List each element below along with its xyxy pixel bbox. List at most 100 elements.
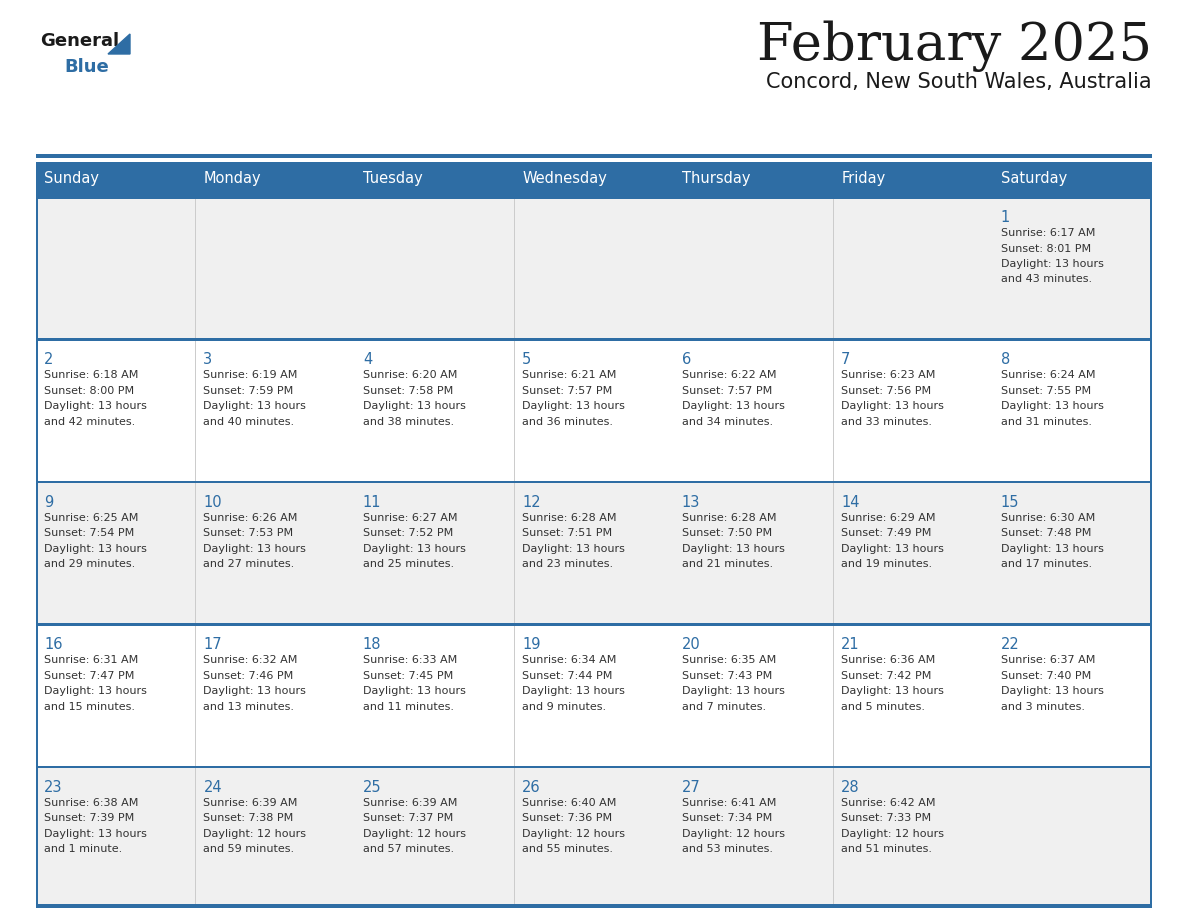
Text: Sunset: 8:01 PM: Sunset: 8:01 PM	[1000, 243, 1091, 253]
Bar	[36, 339, 196, 481]
Bar	[674, 481, 833, 623]
Text: and 34 minutes.: and 34 minutes.	[682, 417, 773, 427]
Text: and 36 minutes.: and 36 minutes.	[523, 417, 613, 427]
Bar	[992, 162, 1152, 196]
Text: and 15 minutes.: and 15 minutes.	[44, 701, 135, 711]
Bar	[196, 481, 355, 623]
Text: 4: 4	[362, 353, 372, 367]
Text: Sunday: Sunday	[44, 172, 99, 186]
Text: Daylight: 13 hours: Daylight: 13 hours	[362, 543, 466, 554]
Text: Sunrise: 6:28 AM: Sunrise: 6:28 AM	[523, 513, 617, 522]
Text: 26: 26	[523, 779, 541, 795]
Text: Sunrise: 6:35 AM: Sunrise: 6:35 AM	[682, 655, 776, 666]
Text: Monday: Monday	[203, 172, 261, 186]
Bar	[36, 154, 1152, 158]
Bar	[355, 481, 514, 623]
Text: Wednesday: Wednesday	[523, 172, 607, 186]
Bar	[36, 339, 1152, 341]
Text: Sunrise: 6:26 AM: Sunrise: 6:26 AM	[203, 513, 298, 522]
Bar	[355, 196, 514, 339]
Text: Sunset: 7:54 PM: Sunset: 7:54 PM	[44, 528, 134, 538]
Text: 5: 5	[523, 353, 531, 367]
Text: and 7 minutes.: and 7 minutes.	[682, 701, 766, 711]
Bar	[36, 162, 38, 908]
Text: 27: 27	[682, 779, 701, 795]
Text: Daylight: 13 hours: Daylight: 13 hours	[523, 543, 625, 554]
Text: Daylight: 13 hours: Daylight: 13 hours	[362, 686, 466, 696]
Text: Sunrise: 6:34 AM: Sunrise: 6:34 AM	[523, 655, 617, 666]
Text: and 11 minutes.: and 11 minutes.	[362, 701, 454, 711]
Bar	[992, 481, 1152, 623]
Text: Sunset: 7:33 PM: Sunset: 7:33 PM	[841, 813, 931, 823]
Text: Daylight: 12 hours: Daylight: 12 hours	[362, 829, 466, 839]
Text: 20: 20	[682, 637, 701, 652]
Text: Sunset: 7:57 PM: Sunset: 7:57 PM	[682, 386, 772, 396]
Text: Sunset: 7:52 PM: Sunset: 7:52 PM	[362, 528, 453, 538]
Bar	[36, 196, 196, 339]
Text: Daylight: 13 hours: Daylight: 13 hours	[44, 686, 147, 696]
Bar	[833, 162, 992, 196]
Text: 14: 14	[841, 495, 860, 509]
Text: Sunset: 7:45 PM: Sunset: 7:45 PM	[362, 671, 453, 681]
Text: Sunset: 7:48 PM: Sunset: 7:48 PM	[1000, 528, 1091, 538]
Text: Blue: Blue	[64, 58, 109, 76]
Bar	[514, 623, 674, 766]
Text: Sunrise: 6:29 AM: Sunrise: 6:29 AM	[841, 513, 936, 522]
Text: Daylight: 12 hours: Daylight: 12 hours	[523, 829, 625, 839]
Text: February 2025: February 2025	[757, 20, 1152, 72]
Bar	[196, 623, 355, 766]
Bar	[833, 766, 992, 908]
Text: Sunrise: 6:40 AM: Sunrise: 6:40 AM	[523, 798, 617, 808]
Text: Sunset: 7:43 PM: Sunset: 7:43 PM	[682, 671, 772, 681]
Text: and 3 minutes.: and 3 minutes.	[1000, 701, 1085, 711]
Text: Sunrise: 6:32 AM: Sunrise: 6:32 AM	[203, 655, 298, 666]
Text: and 25 minutes.: and 25 minutes.	[362, 559, 454, 569]
Text: 12: 12	[523, 495, 541, 509]
Text: Daylight: 13 hours: Daylight: 13 hours	[841, 543, 944, 554]
Text: and 1 minute.: and 1 minute.	[44, 844, 122, 854]
Text: 8: 8	[1000, 353, 1010, 367]
Bar	[992, 766, 1152, 908]
Text: and 17 minutes.: and 17 minutes.	[1000, 559, 1092, 569]
Text: Sunset: 7:34 PM: Sunset: 7:34 PM	[682, 813, 772, 823]
Text: Sunrise: 6:31 AM: Sunrise: 6:31 AM	[44, 655, 138, 666]
Bar	[514, 766, 674, 908]
Text: Sunset: 7:40 PM: Sunset: 7:40 PM	[1000, 671, 1091, 681]
Text: Sunrise: 6:36 AM: Sunrise: 6:36 AM	[841, 655, 935, 666]
Bar	[992, 196, 1152, 339]
Bar	[196, 196, 355, 339]
Bar	[674, 339, 833, 481]
Text: Sunrise: 6:38 AM: Sunrise: 6:38 AM	[44, 798, 138, 808]
Bar	[674, 623, 833, 766]
Text: Sunrise: 6:30 AM: Sunrise: 6:30 AM	[1000, 513, 1095, 522]
Text: 17: 17	[203, 637, 222, 652]
Text: 2: 2	[44, 353, 53, 367]
Text: Daylight: 12 hours: Daylight: 12 hours	[203, 829, 307, 839]
Bar	[514, 339, 674, 481]
Text: and 5 minutes.: and 5 minutes.	[841, 701, 925, 711]
Text: Daylight: 12 hours: Daylight: 12 hours	[682, 829, 785, 839]
Text: 9: 9	[44, 495, 53, 509]
Text: Sunrise: 6:21 AM: Sunrise: 6:21 AM	[523, 370, 617, 380]
Text: and 9 minutes.: and 9 minutes.	[523, 701, 606, 711]
Bar	[992, 623, 1152, 766]
Text: Daylight: 12 hours: Daylight: 12 hours	[841, 829, 944, 839]
Text: 21: 21	[841, 637, 860, 652]
Text: and 31 minutes.: and 31 minutes.	[1000, 417, 1092, 427]
Bar	[1150, 162, 1152, 908]
Text: Sunrise: 6:39 AM: Sunrise: 6:39 AM	[203, 798, 298, 808]
Text: 18: 18	[362, 637, 381, 652]
Text: Sunset: 7:49 PM: Sunset: 7:49 PM	[841, 528, 931, 538]
Text: and 13 minutes.: and 13 minutes.	[203, 701, 295, 711]
Bar	[36, 906, 1152, 908]
Bar	[36, 481, 196, 623]
Text: Thursday: Thursday	[682, 172, 750, 186]
Text: Daylight: 13 hours: Daylight: 13 hours	[44, 543, 147, 554]
Text: Sunset: 8:00 PM: Sunset: 8:00 PM	[44, 386, 134, 396]
Bar	[36, 481, 1152, 483]
Text: Daylight: 13 hours: Daylight: 13 hours	[682, 686, 784, 696]
Bar	[36, 623, 1152, 626]
Bar	[36, 904, 1152, 906]
Bar	[674, 162, 833, 196]
Bar	[36, 766, 196, 908]
